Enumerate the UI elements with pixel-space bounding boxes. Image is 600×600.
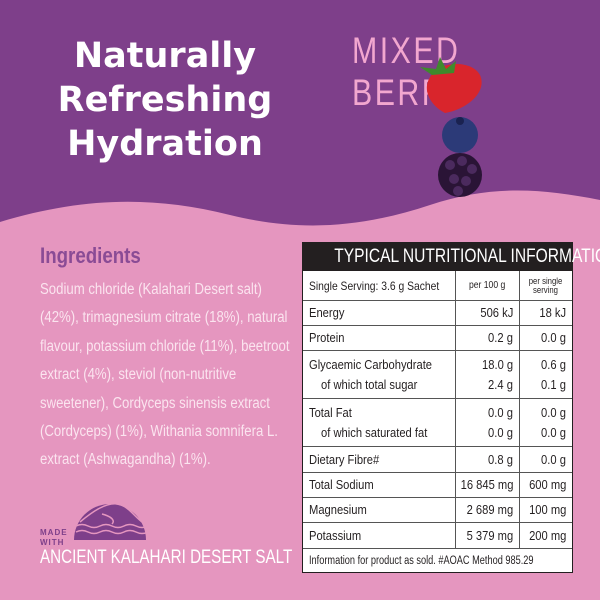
footnote-text: Information for product as sold. #AOAC M… [309, 555, 534, 567]
per-100g-value: 16 845 mg [456, 473, 520, 497]
cell-text: Total Sodium [309, 477, 374, 492]
cell-text: 18.0 g [481, 356, 513, 372]
table-row: Total Sodium 16 845 mg 600 mg [303, 473, 572, 498]
cell-text: 5 379 mg [466, 527, 513, 543]
cell-text: Glycaemic Carbohydrate [309, 356, 433, 372]
berries-illustration [420, 57, 482, 197]
cell-text: 0.0 g [488, 404, 513, 420]
nutrition-title-text: TYPICAL NUTRITIONAL INFORMATION [334, 246, 600, 267]
per-serving-value: 0.0 g 0.0 g [520, 399, 572, 446]
cell-text: 2.4 g [488, 376, 513, 392]
made-label: MADE [40, 528, 68, 537]
blackberry-icon [438, 153, 482, 197]
desert-logo-icon [74, 503, 148, 540]
per-serving-value: 18 kJ [520, 301, 572, 325]
table-row: Potassium 5 379 mg 200 mg [303, 523, 572, 549]
nutrient-name: Dietary Fibre# [303, 447, 456, 472]
cell-text: 0.0 g [541, 330, 566, 345]
cell-text: 100 mg [528, 502, 566, 517]
cell-text: 2 689 mg [466, 502, 513, 517]
cell-text: Total Fat [309, 404, 352, 420]
cell-text: 0.0 g [541, 404, 566, 420]
per-serving-value: 0.0 g [520, 447, 572, 472]
per-100g-value: 506 kJ [456, 301, 520, 325]
nutrition-table: TYPICAL NUTRITIONAL INFORMATION Single S… [302, 242, 600, 574]
per-serving-value: 100 mg [520, 498, 572, 522]
cell-text: Potassium [309, 527, 362, 543]
per-100g-value: 0.2 g [456, 326, 520, 350]
nutrient-name: Potassium [303, 523, 456, 548]
per-serving-value: 0.0 g [520, 326, 572, 350]
cell-text: 18 kJ [539, 305, 566, 320]
cell-text: 0.0 g [541, 451, 566, 467]
table-row: Dietary Fibre# 0.8 g 0.0 g [303, 447, 572, 473]
cell-text: 0.8 g [488, 451, 513, 467]
cell-text: Dietary Fibre# [309, 451, 380, 467]
ingredients-text: Sodium chloride (Kalahari Desert salt) (… [40, 281, 290, 469]
ingredients-title: Ingredients [40, 243, 141, 268]
cell-text: Protein [309, 330, 345, 345]
headline-line: Refreshing [57, 80, 273, 120]
per-100g-value: 0.8 g [456, 447, 520, 472]
per-serving-value: 600 mg [520, 473, 572, 497]
serving-label: Single Serving: 3.6 g Sachet [309, 278, 440, 293]
cell-text: 0.0 g [488, 424, 513, 440]
cell-text: Magnesium [309, 502, 367, 517]
blueberry-icon [442, 117, 478, 153]
table-row: Glycaemic Carbohydrate of which total sug… [303, 351, 572, 399]
headline: Naturally Refreshing Hydration [40, 34, 290, 166]
cell-text: 0.0 g [541, 424, 566, 440]
table-row: Energy 506 kJ 18 kJ [303, 301, 572, 326]
nutrient-name: Total Fat of which saturated fat [303, 399, 456, 446]
table-row: Magnesium 2 689 mg 100 mg [303, 498, 572, 523]
cell-text: 200 mg [528, 527, 566, 543]
cell-text: of which total sugar [321, 376, 418, 392]
made-with-label: MADE WITH [40, 528, 68, 548]
footnote: Information for product as sold. #AOAC M… [303, 549, 572, 574]
nutrient-name: Glycaemic Carbohydrate of which total sug… [303, 351, 456, 398]
per-100g-value: 5 379 mg [456, 523, 520, 548]
with-label: WITH [40, 538, 65, 547]
strawberry-icon [420, 57, 482, 113]
per-100g-value: 18.0 g 2.4 g [456, 351, 520, 398]
cell-text: 506 kJ [480, 305, 513, 320]
nutrient-name: Total Sodium [303, 473, 456, 497]
per-serving-header: per single [529, 275, 563, 286]
table-row: Total Fat of which saturated fat 0.0 g 0.0 … [303, 399, 572, 447]
per-100g-value: 0.0 g 0.0 g [456, 399, 520, 446]
cell-text: 0.6 g [541, 356, 566, 372]
per-serving-value: 0.6 g 0.1 g [520, 351, 572, 398]
nutrient-name: Protein [303, 326, 456, 350]
salt-label: ANCIENT KALAHARI DESERT SALT [40, 547, 293, 568]
per-serving-header: serving [533, 284, 559, 295]
cell-text: 16 845 mg [460, 477, 513, 492]
nutrient-name: Energy [303, 301, 456, 325]
cell-text: 600 mg [528, 477, 566, 492]
table-header-row: Single Serving: 3.6 g Sachet per 100 g p… [303, 271, 572, 301]
per-100g-header: per 100 g [469, 279, 506, 291]
headline-line: Naturally [73, 36, 257, 76]
cell-text: of which saturated fat [321, 424, 428, 440]
per-100g-value: 2 689 mg [456, 498, 520, 522]
cell-text: 0.1 g [541, 376, 566, 392]
nutrient-name: Magnesium [303, 498, 456, 522]
cell-text: 0.2 g [488, 330, 513, 345]
per-serving-value: 200 mg [520, 523, 572, 548]
table-row: Protein 0.2 g 0.0 g [303, 326, 572, 351]
nutrition-title: TYPICAL NUTRITIONAL INFORMATION [303, 243, 600, 271]
cell-text: Energy [309, 305, 345, 320]
headline-line: Hydration [67, 124, 263, 164]
